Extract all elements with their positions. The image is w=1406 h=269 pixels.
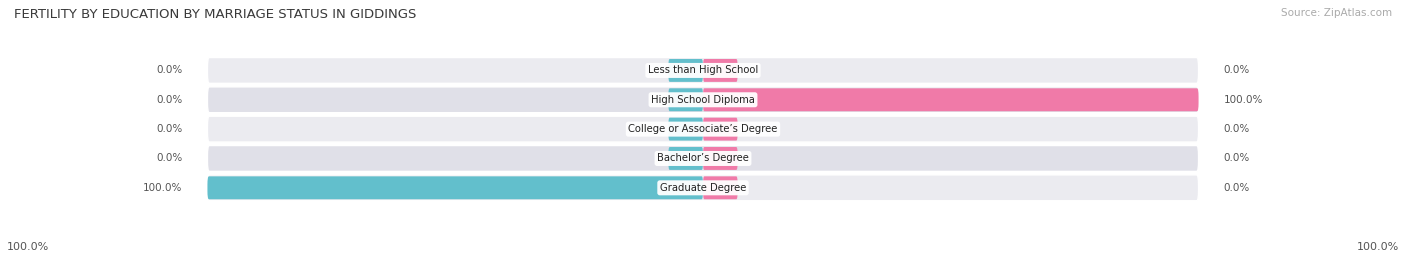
FancyBboxPatch shape [703,59,738,82]
FancyBboxPatch shape [668,59,703,82]
Text: Bachelor’s Degree: Bachelor’s Degree [657,154,749,164]
FancyBboxPatch shape [668,147,703,170]
FancyBboxPatch shape [703,118,738,141]
FancyBboxPatch shape [208,175,1198,201]
Text: High School Diploma: High School Diploma [651,95,755,105]
Text: Graduate Degree: Graduate Degree [659,183,747,193]
Text: 0.0%: 0.0% [1223,124,1250,134]
FancyBboxPatch shape [208,87,1198,113]
Text: Less than High School: Less than High School [648,65,758,75]
Text: College or Associate’s Degree: College or Associate’s Degree [628,124,778,134]
FancyBboxPatch shape [703,88,1198,111]
Text: FERTILITY BY EDUCATION BY MARRIAGE STATUS IN GIDDINGS: FERTILITY BY EDUCATION BY MARRIAGE STATU… [14,8,416,21]
FancyBboxPatch shape [668,118,703,141]
Text: 0.0%: 0.0% [1223,183,1250,193]
FancyBboxPatch shape [703,147,738,170]
Text: 100.0%: 100.0% [143,183,183,193]
Text: 0.0%: 0.0% [1223,65,1250,75]
FancyBboxPatch shape [208,146,1198,171]
Text: 100.0%: 100.0% [1223,95,1263,105]
FancyBboxPatch shape [668,88,703,111]
Text: 0.0%: 0.0% [156,65,183,75]
Text: Source: ZipAtlas.com: Source: ZipAtlas.com [1281,8,1392,18]
FancyBboxPatch shape [208,58,1198,83]
Text: 0.0%: 0.0% [156,95,183,105]
FancyBboxPatch shape [703,176,738,199]
FancyBboxPatch shape [208,116,1198,142]
Text: 0.0%: 0.0% [1223,154,1250,164]
Text: 100.0%: 100.0% [1357,242,1399,253]
Text: 0.0%: 0.0% [156,124,183,134]
Text: 0.0%: 0.0% [156,154,183,164]
Text: 100.0%: 100.0% [7,242,49,253]
FancyBboxPatch shape [208,176,703,199]
